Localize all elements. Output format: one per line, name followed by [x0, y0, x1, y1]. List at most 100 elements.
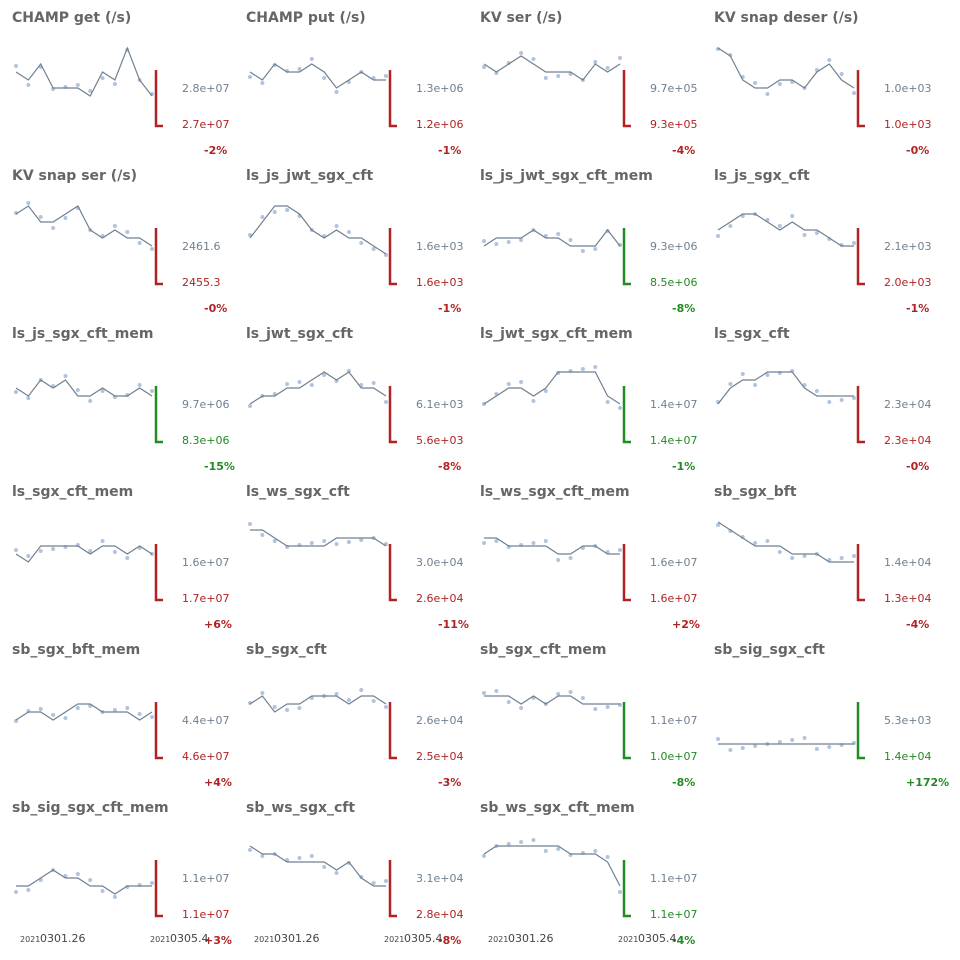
data-point [322, 865, 327, 869]
chart-title: KV ser (/s) [480, 10, 562, 26]
chart-panel: CHAMP put (/s) 1.3e+06 1.2e+06 -1% [246, 10, 463, 157]
baseline-label: 2.1e+03 [884, 240, 931, 253]
baseline-label: 1.4e+04 [884, 556, 931, 569]
data-point [506, 842, 511, 846]
chart-title: sb_sig_sgx_cft [714, 642, 825, 658]
data-point [593, 247, 598, 251]
current-label: 1.3e+04 [884, 592, 931, 605]
data-point [248, 404, 252, 408]
current-label: 1.1e+07 [650, 908, 697, 921]
data-point [827, 400, 832, 404]
chart-title: ls_js_sgx_cft_mem [12, 326, 153, 342]
current-label: 1.1e+07 [182, 908, 229, 921]
data-point [728, 748, 733, 752]
chart-title: sb_sgx_cft_mem [480, 642, 607, 658]
data-point [556, 232, 561, 236]
data-point [248, 848, 252, 852]
chart-title: sb_sgx_bft [714, 484, 797, 500]
series-line [15, 703, 153, 721]
data-point [839, 556, 844, 560]
data-point [248, 75, 252, 79]
x-tick-label: 0305.4 [170, 932, 209, 945]
baseline-label: 1.3e+06 [416, 82, 463, 95]
data-point [14, 548, 18, 552]
baseline-label: 6.1e+03 [416, 398, 463, 411]
data-point [543, 849, 548, 853]
series-line [15, 46, 153, 97]
data-point [814, 231, 819, 235]
series-line [16, 869, 152, 895]
change-label: -8% [438, 934, 461, 947]
baseline-label: 4.4e+07 [182, 714, 229, 727]
data-point [88, 89, 93, 93]
data-point [63, 716, 68, 720]
change-label: +172% [906, 776, 949, 789]
data-point [297, 856, 302, 860]
data-point [137, 712, 142, 716]
current-label: 1.2e+06 [416, 118, 463, 131]
data-point [285, 382, 290, 386]
data-point [112, 82, 117, 86]
data-point [100, 389, 105, 393]
data-point [814, 389, 819, 393]
data-point [765, 92, 770, 96]
change-bar [154, 702, 163, 760]
current-label: 1.0e+07 [650, 750, 697, 763]
data-point [38, 215, 43, 219]
data-point [75, 706, 80, 710]
data-point [75, 388, 80, 392]
data-point [790, 738, 795, 742]
data-point [125, 706, 130, 710]
chart-title: KV snap ser (/s) [12, 168, 137, 184]
baseline-label: 3.0e+04 [416, 556, 463, 569]
data-point [309, 383, 314, 387]
current-label: 2455.3 [182, 276, 221, 289]
series-line [717, 213, 854, 247]
data-point [260, 215, 265, 219]
chart-title: CHAMP put (/s) [246, 10, 366, 26]
data-point [371, 881, 376, 885]
current-label: 9.3e+05 [650, 118, 697, 131]
series-line [483, 55, 621, 81]
baseline-label: 2461.6 [182, 240, 221, 253]
chart-panel: KV ser (/s) 9.7e+05 9.3e+05 -4% [480, 10, 697, 157]
change-bar [388, 702, 397, 760]
chart-panel: ls_js_sgx_cft 2.1e+03 2.0e+03 -1% [714, 168, 931, 315]
data-point [593, 365, 598, 369]
data-point [260, 533, 265, 537]
data-point [51, 547, 56, 551]
data-point [765, 539, 770, 543]
chart-panel: KV snap ser (/s) 2461.6 2455.3 -0% [12, 168, 227, 315]
change-label: -4% [672, 144, 695, 157]
data-point [371, 699, 376, 703]
data-point [100, 889, 105, 893]
data-point [63, 216, 68, 220]
change-label: -0% [906, 460, 929, 473]
current-label: 2.6e+04 [416, 592, 463, 605]
data-point [740, 372, 745, 376]
data-point [519, 51, 524, 55]
data-point [543, 539, 548, 543]
change-bar [154, 228, 163, 286]
data-point [309, 541, 314, 545]
change-bar [622, 544, 631, 602]
series-line [484, 695, 620, 705]
data-point [543, 389, 548, 393]
series-line [484, 537, 620, 555]
data-point [334, 692, 339, 696]
change-label: -0% [906, 144, 929, 157]
baseline-label: 1.6e+03 [416, 240, 463, 253]
series-line [249, 695, 387, 713]
series-line [483, 845, 621, 887]
current-label: 1.4e+07 [650, 434, 697, 447]
change-bar [856, 70, 865, 128]
chart-panel: sb_sgx_bft 1.4e+04 1.3e+04 -4% [714, 484, 931, 631]
data-point [272, 705, 277, 709]
baseline-label: 1.6e+07 [182, 556, 229, 569]
current-label: 1.7e+07 [182, 592, 229, 605]
baseline-label: 1.1e+07 [650, 872, 697, 885]
data-point [506, 240, 511, 244]
data-point [728, 382, 733, 386]
chart-panel: sb_sgx_bft_mem 4.4e+07 4.6e+07 +4% [12, 642, 232, 789]
